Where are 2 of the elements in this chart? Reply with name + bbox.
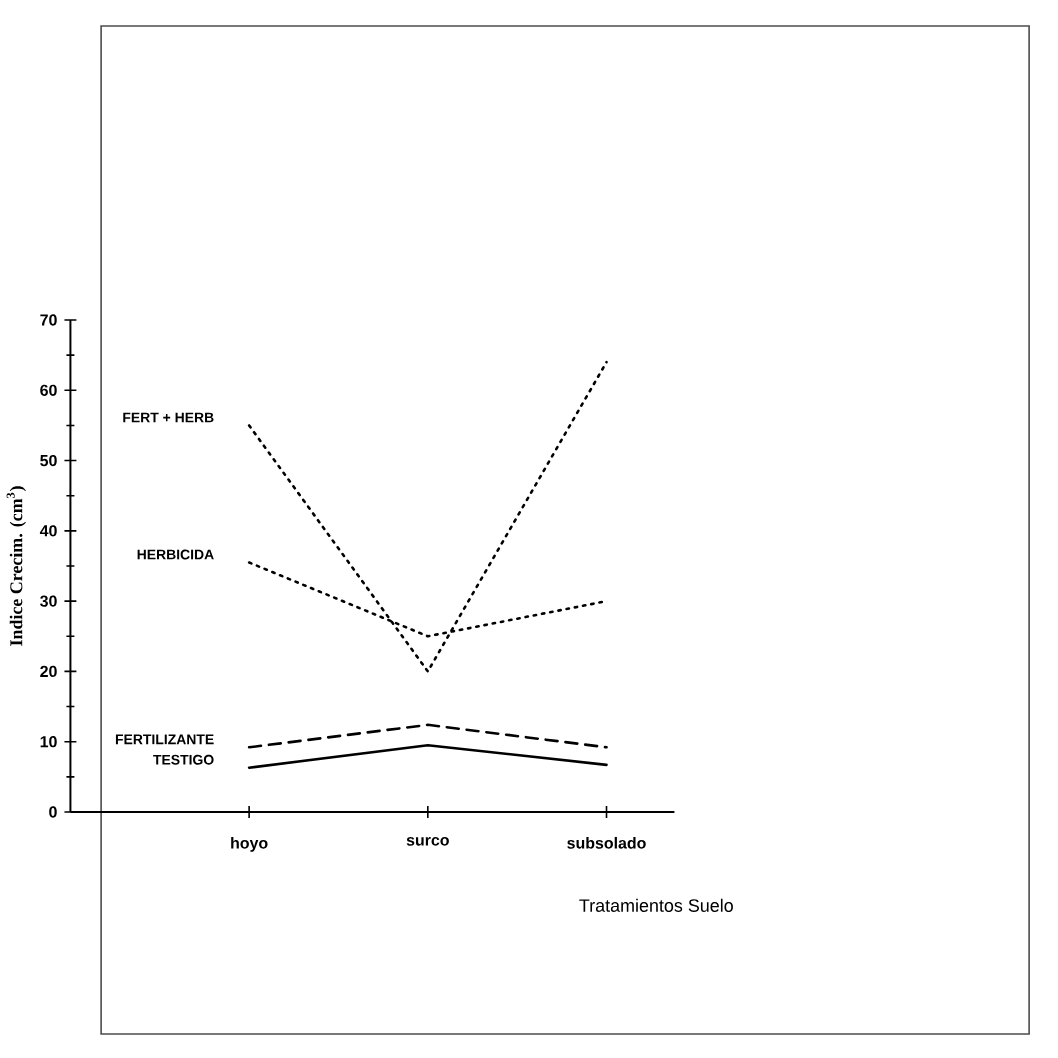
y-axis-title: Indice Crecim. (cm$^{3}$) [7,486,27,646]
x-axis-title: Tratamientos Suelo [579,898,734,912]
